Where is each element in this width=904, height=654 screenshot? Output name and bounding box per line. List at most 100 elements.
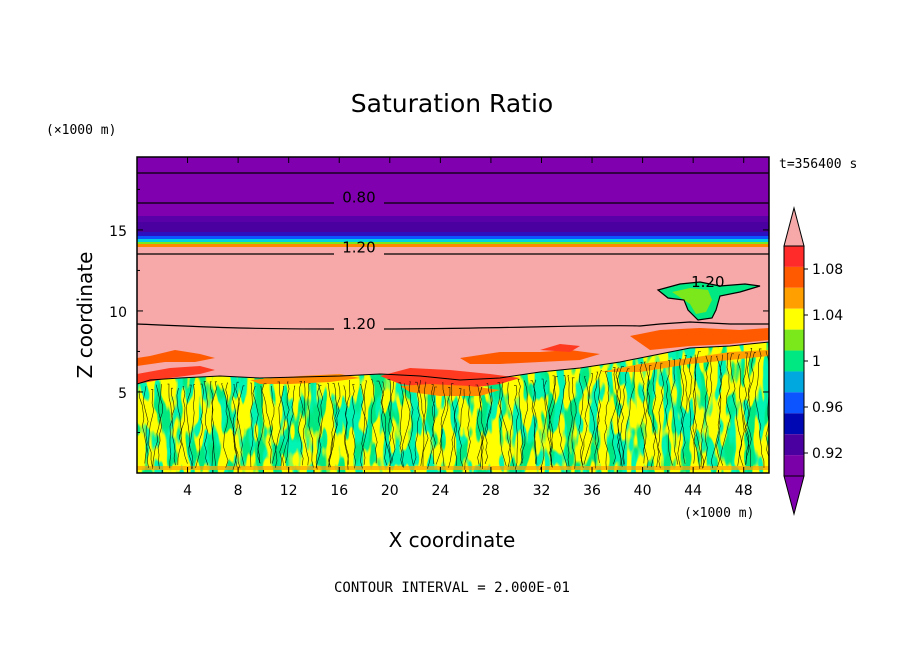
boundary-layer-contour-line	[297, 381, 304, 466]
boundary-layer-contour-line	[148, 389, 155, 467]
boundary-layer-contour-line	[497, 382, 514, 467]
x-tick-label-9: 40	[634, 483, 652, 499]
boundary-layer-top-contour	[137, 341, 769, 385]
region-dark-band-2	[137, 222, 769, 232]
x-tick-label-0: 4	[183, 483, 192, 499]
boundary-layer-contour-line	[700, 355, 709, 469]
colorbar: 1.08 1.04 1 0.96 0.92	[783, 206, 843, 516]
boundary-layer-contour-line	[507, 382, 513, 467]
cloud-top-red-4	[460, 350, 600, 364]
boundary-layer-contour-line	[327, 382, 335, 468]
boundary-layer-contour-line	[176, 388, 182, 466]
boundary-layer-contour-line	[381, 381, 391, 466]
boundary-layer-contour-line	[432, 386, 437, 465]
boundary-layer-contour-line	[211, 381, 217, 466]
colorbar-swatch-8	[784, 413, 804, 435]
boundary-layer-contour-line	[268, 386, 275, 464]
boundary-layer-contour-line	[180, 386, 188, 464]
y-axis-ticks: 5 10 15	[109, 188, 769, 433]
y-tick-label-0: 5	[118, 386, 127, 402]
boundary-layer-contour-line	[744, 352, 756, 465]
boundary-layer-contour-line	[616, 368, 630, 467]
boundary-layer-contour-line	[548, 376, 558, 468]
boundary-layer-contour-line	[657, 362, 664, 469]
boundary-layer-contour-line	[580, 376, 590, 468]
x-tick-label-6: 28	[482, 483, 500, 499]
boundary-layer-contour-line	[665, 360, 673, 466]
boundary-layer-contour-line	[408, 381, 414, 466]
region-boundary-layer-yellow	[137, 342, 769, 473]
colorbar-under-arrow	[783, 475, 805, 516]
colorbar-label-3: 0.96	[812, 400, 843, 416]
boundary-layer-contour-line	[415, 381, 429, 467]
boundary-layer-contour-line	[285, 385, 296, 464]
contour-interval-note: CONTOUR INTERVAL = 2.000E-01	[334, 580, 570, 596]
boundary-layer-contour-line	[232, 385, 245, 470]
contour-label-3: 1.20	[691, 273, 724, 291]
x-tick-label-10: 44	[684, 483, 702, 499]
boundary-layer-contour-line	[302, 381, 309, 466]
boundary-layer-contour-line	[343, 385, 349, 470]
boundary-layer-contour-line	[517, 379, 524, 464]
boundary-layer-contour-line	[209, 381, 217, 466]
region-blue-band	[137, 236, 769, 239]
colorbar-swatch-0	[784, 246, 804, 267]
boundary-layer-contour-line	[401, 383, 411, 468]
boundary-layer-contour-line	[152, 384, 164, 469]
contour-line-1.20-mid-left	[136, 323, 335, 330]
x-axis-unit: (×1000 m)	[684, 506, 754, 521]
boundary-layer-contour-line	[360, 384, 368, 469]
boundary-layer-contour-line	[448, 383, 456, 468]
boundary-layer-contour-line	[520, 380, 529, 465]
boundary-layer-contour-line	[398, 382, 404, 467]
boundary-layer-contour-line	[261, 383, 278, 468]
colorbar-swatch-7	[784, 392, 804, 414]
boundary-layer-contour-line	[737, 354, 745, 467]
boundary-layer-contour-line	[643, 365, 652, 464]
time-label: t=356400 s	[779, 157, 857, 172]
boundary-layer-contour-line	[650, 361, 657, 468]
boundary-layer-contour-line	[639, 362, 649, 468]
boundary-layer-contour-line	[679, 358, 686, 464]
boundary-layer-contour-line	[388, 381, 394, 467]
boundary-layer-contour-line	[533, 379, 537, 464]
boundary-layer-contour-line	[142, 386, 149, 464]
isolated-cloud-outline	[656, 281, 761, 321]
boundary-layer-contour-line	[583, 373, 595, 465]
boundary-layer-contour-line	[716, 354, 723, 467]
y-axis-label: Z coordinate	[73, 252, 97, 379]
boundary-layer-contour-line	[692, 351, 701, 464]
boundary-layer-contour-line	[514, 385, 519, 470]
boundary-layer-contour-line	[277, 381, 286, 466]
region-green-band	[137, 242, 769, 244]
contour-lines	[136, 172, 769, 330]
colorbar-label-2: 1	[812, 354, 821, 370]
boundary-layer-contour-line	[235, 381, 245, 467]
boundary-layer-contour-line	[155, 384, 162, 469]
region-dark-band-1	[137, 216, 769, 222]
x-tick-label-4: 20	[381, 483, 399, 499]
boundary-layer-contour-line	[232, 384, 241, 469]
boundary-layer-contour-line	[754, 348, 765, 468]
boundary-layer-contour-line	[742, 352, 750, 465]
boundary-layer-contour-line	[315, 385, 322, 470]
boundary-layer-contour-line	[464, 385, 471, 470]
x-tick-label-8: 36	[583, 483, 601, 499]
boundary-layer-contour-line	[454, 388, 462, 466]
cloud-top-red-6	[630, 328, 769, 350]
contour-line-1.20-mid-right	[383, 321, 769, 330]
chart-title: Saturation Ratio	[351, 89, 553, 118]
boundary-layer-contour-line	[613, 367, 622, 466]
x-tick-label-1: 8	[234, 483, 243, 499]
boundary-layer-contour-line	[203, 381, 209, 466]
contour-label-0: 0.80	[342, 189, 375, 207]
boundary-layer-contour-line	[249, 382, 254, 468]
boundary-layer-contour-line	[413, 380, 422, 465]
boundary-layer-contour-line	[604, 371, 610, 470]
boundary-layer-contour-line	[307, 383, 314, 468]
boundary-layer-contour-line	[458, 389, 465, 467]
boundary-layer-contour-line	[167, 383, 173, 469]
boundary-layer-contour-line	[594, 370, 602, 469]
colorbar-over-arrow	[783, 206, 805, 247]
